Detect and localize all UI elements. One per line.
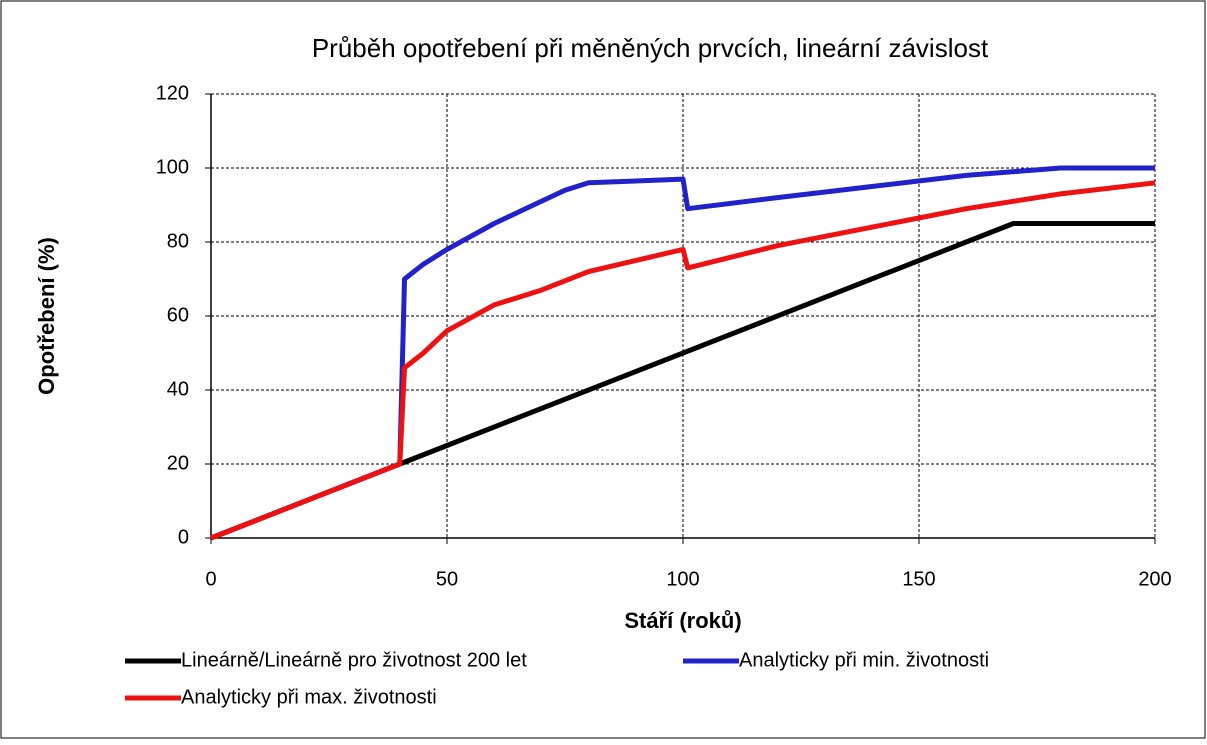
- y-tick-label: 60: [167, 304, 189, 326]
- y-tick-label: 100: [156, 156, 189, 178]
- line-series: [210, 180, 1156, 541]
- y-axis-label: Opotřebení (%): [34, 237, 59, 395]
- legend-label: Analyticky při max. životnosti: [181, 686, 437, 708]
- line-series: [210, 165, 1155, 541]
- y-tick-label: 40: [167, 378, 189, 400]
- legend-label: Lineárně/Lineárně pro životnost 200 let: [181, 649, 527, 671]
- y-tick-label: 0: [178, 526, 189, 548]
- legend-label: Analyticky při min. životnosti: [739, 649, 989, 671]
- x-axis-label: Stáří (roků): [624, 608, 741, 633]
- x-tick-label: 50: [436, 568, 458, 590]
- y-tick-label: 80: [167, 230, 189, 252]
- y-tick-label: 20: [167, 452, 189, 474]
- x-tick-label: 100: [666, 568, 699, 590]
- x-tick-label: 0: [205, 568, 216, 590]
- y-tick-label: 120: [156, 82, 189, 104]
- x-tick-label: 200: [1138, 568, 1171, 590]
- chart-title: Průběh opotřebení při měněných prvcích, …: [312, 33, 989, 63]
- x-tick-label: 150: [902, 568, 935, 590]
